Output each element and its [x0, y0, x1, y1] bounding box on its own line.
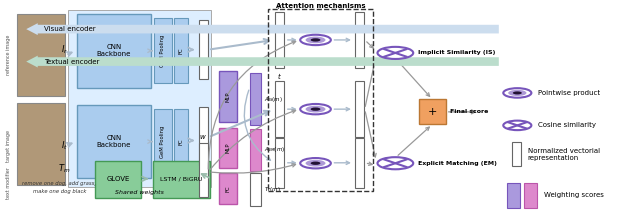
Bar	[355, 12, 364, 68]
Circle shape	[305, 106, 326, 112]
Text: CNN
Backbone: CNN Backbone	[97, 135, 131, 148]
Text: Implicit Similarity (IS): Implicit Similarity (IS)	[418, 50, 495, 55]
Bar	[268, 9, 373, 191]
Circle shape	[508, 90, 527, 96]
Text: FC: FC	[225, 185, 230, 192]
Text: $t$: $t$	[277, 71, 282, 81]
FancyArrow shape	[26, 23, 499, 35]
Text: MLP: MLP	[225, 92, 230, 102]
Bar	[219, 173, 237, 204]
Text: $T_m$: $T_m$	[58, 162, 71, 175]
Text: Final score: Final score	[451, 109, 489, 114]
Text: CNN
Backbone: CNN Backbone	[97, 44, 131, 57]
Circle shape	[300, 35, 331, 45]
Text: GLOVE: GLOVE	[106, 176, 130, 182]
Text: FC: FC	[179, 138, 184, 145]
Text: target image: target image	[6, 130, 11, 162]
Circle shape	[305, 37, 326, 43]
Text: GeM Pooling: GeM Pooling	[161, 35, 165, 67]
Circle shape	[513, 91, 522, 94]
Text: remove one dog, add grass,: remove one dog, add grass,	[22, 181, 97, 186]
Text: Normalized vectorial
representation: Normalized vectorial representation	[527, 148, 600, 160]
Bar	[154, 18, 172, 83]
Bar	[511, 142, 521, 167]
Bar	[219, 128, 237, 168]
Circle shape	[310, 38, 321, 42]
Text: $I_r$: $I_r$	[61, 43, 68, 56]
Bar	[275, 81, 284, 137]
Bar	[250, 129, 261, 171]
Bar	[198, 143, 207, 197]
Bar	[77, 14, 151, 87]
Bar	[95, 161, 141, 198]
FancyArrow shape	[26, 56, 499, 68]
Text: make one dog black: make one dog black	[33, 189, 86, 194]
Bar	[355, 138, 364, 188]
Bar	[174, 109, 188, 174]
Bar	[219, 71, 237, 122]
Circle shape	[378, 47, 413, 59]
Text: Cosine similarity: Cosine similarity	[538, 122, 596, 128]
Bar	[77, 105, 151, 178]
Text: Weighting scores: Weighting scores	[543, 192, 604, 198]
Bar	[524, 183, 537, 208]
Circle shape	[310, 162, 321, 165]
Bar	[174, 18, 188, 83]
Text: Textual encoder: Textual encoder	[44, 59, 99, 65]
Bar	[17, 14, 65, 96]
Text: $w$: $w$	[199, 133, 207, 141]
Circle shape	[503, 88, 531, 98]
Text: reference image: reference image	[6, 35, 11, 75]
Bar	[275, 12, 284, 68]
Circle shape	[310, 107, 321, 111]
Circle shape	[503, 121, 531, 130]
Text: $r$: $r$	[277, 2, 282, 11]
Bar	[250, 173, 261, 206]
Text: $I_t$: $I_t$	[61, 140, 68, 152]
Bar	[419, 99, 446, 124]
Text: Visual encoder: Visual encoder	[44, 26, 96, 32]
Text: GeM Pooling: GeM Pooling	[161, 125, 165, 158]
Text: FC: FC	[179, 48, 184, 54]
Bar	[198, 107, 207, 165]
Text: $Tr(m)$: $Tr(m)$	[264, 185, 281, 194]
Text: Pointwise product: Pointwise product	[538, 90, 600, 96]
Bar	[507, 183, 520, 208]
Bar	[153, 161, 210, 198]
Text: LSTM / BiGRU: LSTM / BiGRU	[160, 177, 203, 182]
Circle shape	[378, 157, 413, 169]
Text: $A_{IS}(m)$: $A_{IS}(m)$	[264, 95, 284, 104]
Text: text modifier: text modifier	[6, 167, 11, 199]
Text: MLP: MLP	[225, 142, 230, 153]
Bar	[17, 103, 65, 185]
Bar	[250, 73, 261, 125]
Text: Shared weights: Shared weights	[115, 190, 164, 195]
Text: $A_{EM}(m)$: $A_{EM}(m)$	[264, 145, 285, 154]
Bar	[68, 10, 211, 187]
Bar	[198, 20, 207, 79]
Bar	[275, 138, 284, 188]
Circle shape	[300, 158, 331, 169]
Circle shape	[305, 160, 326, 167]
Text: +: +	[428, 107, 437, 117]
Circle shape	[300, 104, 331, 114]
Text: Explicit Matching (EM): Explicit Matching (EM)	[418, 161, 497, 166]
Bar	[154, 109, 172, 174]
Text: Attention mechanisms: Attention mechanisms	[275, 3, 365, 9]
Bar	[355, 81, 364, 137]
